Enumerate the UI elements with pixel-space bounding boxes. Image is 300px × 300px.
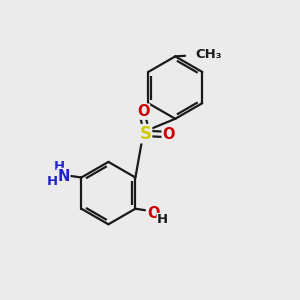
Text: CH₃: CH₃ — [195, 48, 221, 61]
Text: H: H — [47, 175, 58, 188]
Text: O: O — [147, 206, 160, 221]
Text: H: H — [54, 160, 65, 173]
Text: H: H — [157, 214, 168, 226]
Text: S: S — [140, 125, 152, 143]
Text: N: N — [57, 169, 70, 184]
Text: O: O — [137, 104, 149, 119]
Text: O: O — [162, 127, 175, 142]
